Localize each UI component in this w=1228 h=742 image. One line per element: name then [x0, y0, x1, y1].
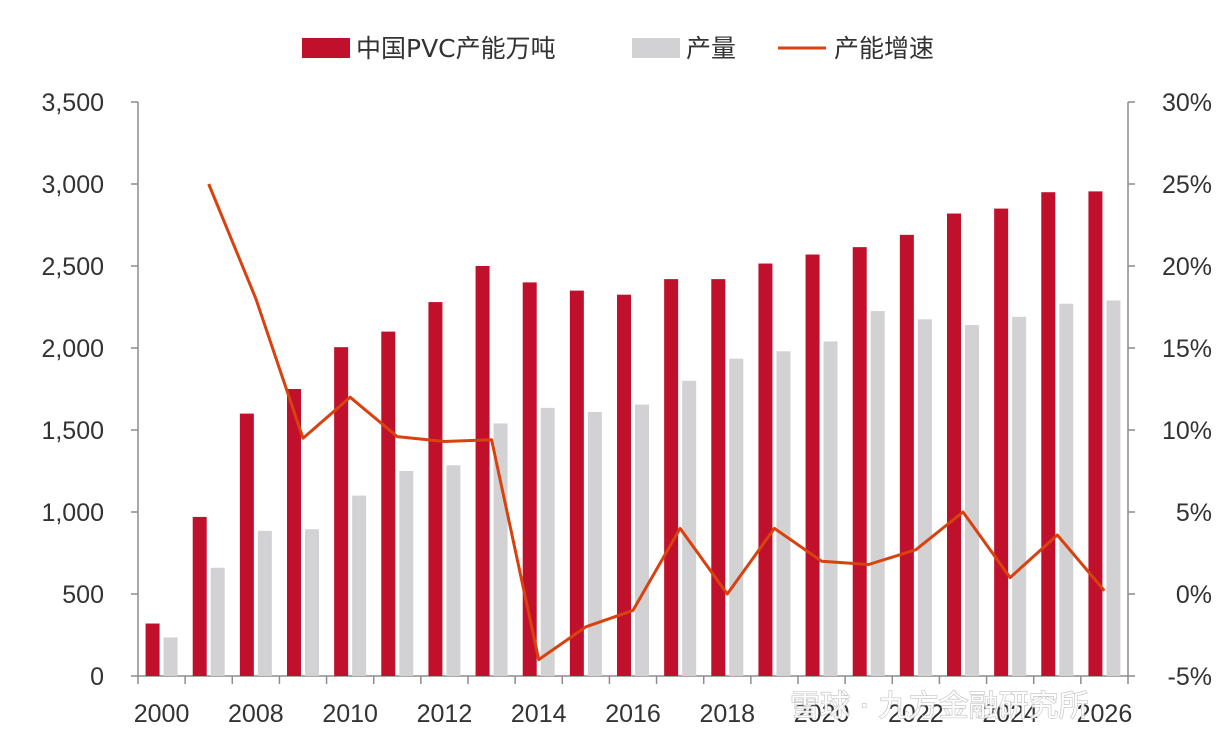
capacity-bar	[711, 279, 726, 676]
growth-line	[207, 183, 1106, 662]
y-left-tick-label: 1,500	[41, 417, 104, 445]
legend-label-capacity: 中国PVC产能万吨	[356, 34, 556, 63]
capacity-bar	[664, 279, 679, 676]
capacity-bar	[287, 389, 301, 676]
capacity-bar	[758, 263, 773, 676]
x-tick-label: 2008	[228, 700, 284, 728]
output-bar	[729, 358, 744, 676]
y-right-tick-label: 25%	[1162, 171, 1212, 199]
y-right-tick-label: 10%	[1162, 417, 1212, 445]
y-left-tick-label: 2,500	[41, 253, 104, 281]
output-bar	[163, 637, 178, 676]
output-bar	[352, 495, 367, 676]
output-bar	[210, 567, 225, 676]
x-tick-label: 2024	[982, 700, 1038, 728]
y-left-tick-label: 1,000	[41, 499, 104, 527]
capacity-bar	[947, 213, 961, 676]
capacity-bar	[899, 234, 914, 676]
output-bar	[1059, 303, 1074, 676]
growth-series-line	[207, 183, 1106, 662]
watermark-text: 雪球 · 九方金融研究所	[790, 689, 1089, 724]
output-bar	[1012, 316, 1027, 676]
capacity-bar	[145, 623, 160, 676]
capacity-bar	[475, 266, 490, 676]
output-bar	[870, 311, 885, 676]
tick-labels: 0 500 1,000 1,500 2,000 2,500 3,000 3,500 -5% 0% 5…	[41, 89, 1212, 728]
output-bar	[399, 471, 414, 676]
watermark: 雪球 · 九方金融研究所	[789, 688, 1089, 724]
x-tick-label: 2020	[794, 700, 850, 728]
x-tick-label: 2018	[699, 700, 755, 728]
capacity-bar	[1088, 191, 1103, 676]
x-tick-label: 2022	[888, 700, 944, 728]
capacity-bar	[994, 208, 1009, 676]
y-right-tick-label: 15%	[1162, 335, 1212, 363]
y-left-tick-label: 3,500	[41, 89, 104, 117]
output-bars	[163, 300, 1121, 676]
output-bar	[682, 380, 697, 676]
capacity-bars	[145, 191, 1103, 676]
x-tick-label: 2010	[322, 700, 378, 728]
legend-swatch-output	[632, 38, 680, 58]
output-bar	[823, 341, 838, 676]
output-bar	[493, 423, 508, 676]
output-bar	[1106, 300, 1121, 676]
output-bar	[540, 407, 555, 676]
output-bar	[965, 325, 979, 676]
capacity-bar	[522, 282, 537, 676]
x-tick-label: 2016	[605, 700, 661, 728]
capacity-bar	[1041, 192, 1056, 676]
capacity-bar	[617, 294, 631, 676]
output-bar	[257, 530, 272, 676]
axes	[131, 101, 1135, 684]
x-tick-label: 2026	[1077, 700, 1133, 728]
x-tick-label: 2000	[134, 700, 190, 728]
capacity-bar	[569, 290, 584, 676]
output-bar	[446, 465, 461, 676]
y-right-tick-label: 5%	[1176, 499, 1212, 527]
capacity-bar	[192, 516, 207, 676]
legend-label-growth: 产能增速	[834, 34, 934, 63]
y-right-tick-label: 20%	[1162, 253, 1212, 281]
output-bar	[587, 411, 602, 676]
y-left-tick-label: 0	[90, 663, 104, 691]
legend-label-output: 产量	[686, 34, 736, 63]
output-bar	[305, 529, 319, 676]
legend: 中国PVC产能万吨 产量 产能增速	[302, 34, 934, 63]
capacity-bar	[239, 413, 254, 676]
y-right-tick-label: 0%	[1176, 581, 1212, 609]
y-right-tick-label: 30%	[1162, 89, 1212, 117]
x-tick-label: 2012	[417, 700, 473, 728]
capacity-bar	[428, 302, 443, 676]
capacity-bar	[805, 254, 820, 676]
legend-swatch-capacity	[302, 38, 350, 58]
capacity-bar	[852, 247, 867, 676]
capacity-bar	[334, 347, 349, 676]
y-right-tick-label: -5%	[1168, 663, 1212, 691]
output-bar	[635, 404, 649, 676]
y-left-tick-label: 3,000	[41, 171, 104, 199]
y-left-tick-label: 500	[62, 581, 104, 609]
y-left-tick-label: 2,000	[41, 335, 104, 363]
x-tick-label: 2014	[511, 700, 567, 728]
output-bar	[776, 351, 791, 676]
capacity-bar	[381, 331, 396, 676]
output-bar	[917, 319, 932, 676]
